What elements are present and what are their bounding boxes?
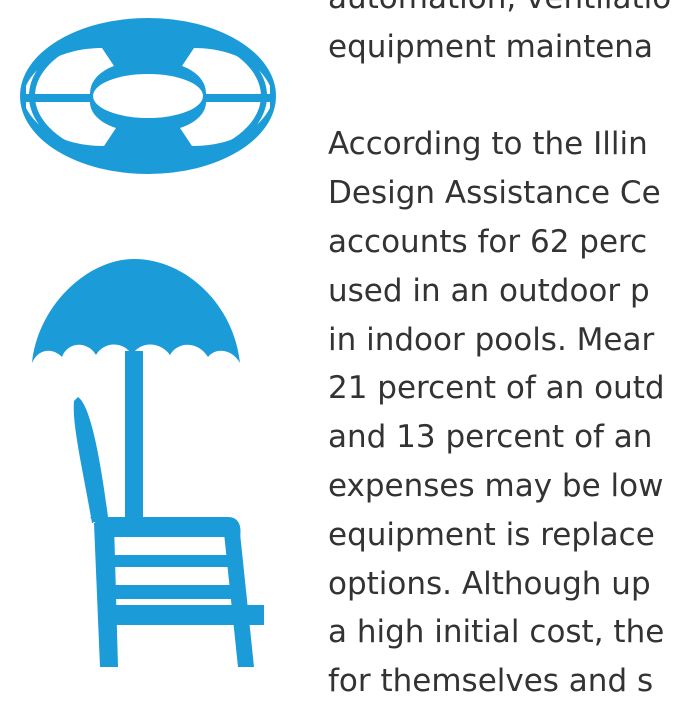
text-line: a high initial cost, the [328, 614, 665, 651]
article-text-column: automation, ventilatio equipment mainten… [328, 0, 675, 706]
text-line: automation, ventilatio [328, 0, 675, 23]
umbrella-chair-icon [32, 259, 264, 667]
text-line: in indoor pools. Mear [328, 321, 655, 358]
text-line: equipment is replace [328, 516, 655, 553]
text-line: for themselves and s [328, 663, 654, 700]
text-line: options. Although up [328, 565, 651, 602]
text-line: Design Assistance Ce [328, 175, 661, 212]
text-line: equipment maintena [328, 28, 653, 65]
paragraph-2: According to the Illin Design Assistance… [328, 120, 675, 706]
text-line: accounts for 62 perc [328, 223, 648, 260]
text-line: and 13 percent of an [328, 419, 653, 456]
lifebuoy-icon [20, 18, 276, 174]
paragraph-1: automation, ventilatio equipment mainten… [328, 0, 675, 72]
text-line: According to the Illin [328, 126, 648, 163]
text-line: used in an outdoor p [328, 272, 650, 309]
text-line: 21 percent of an outd [328, 370, 665, 407]
text-line: expenses may be low [328, 467, 664, 504]
